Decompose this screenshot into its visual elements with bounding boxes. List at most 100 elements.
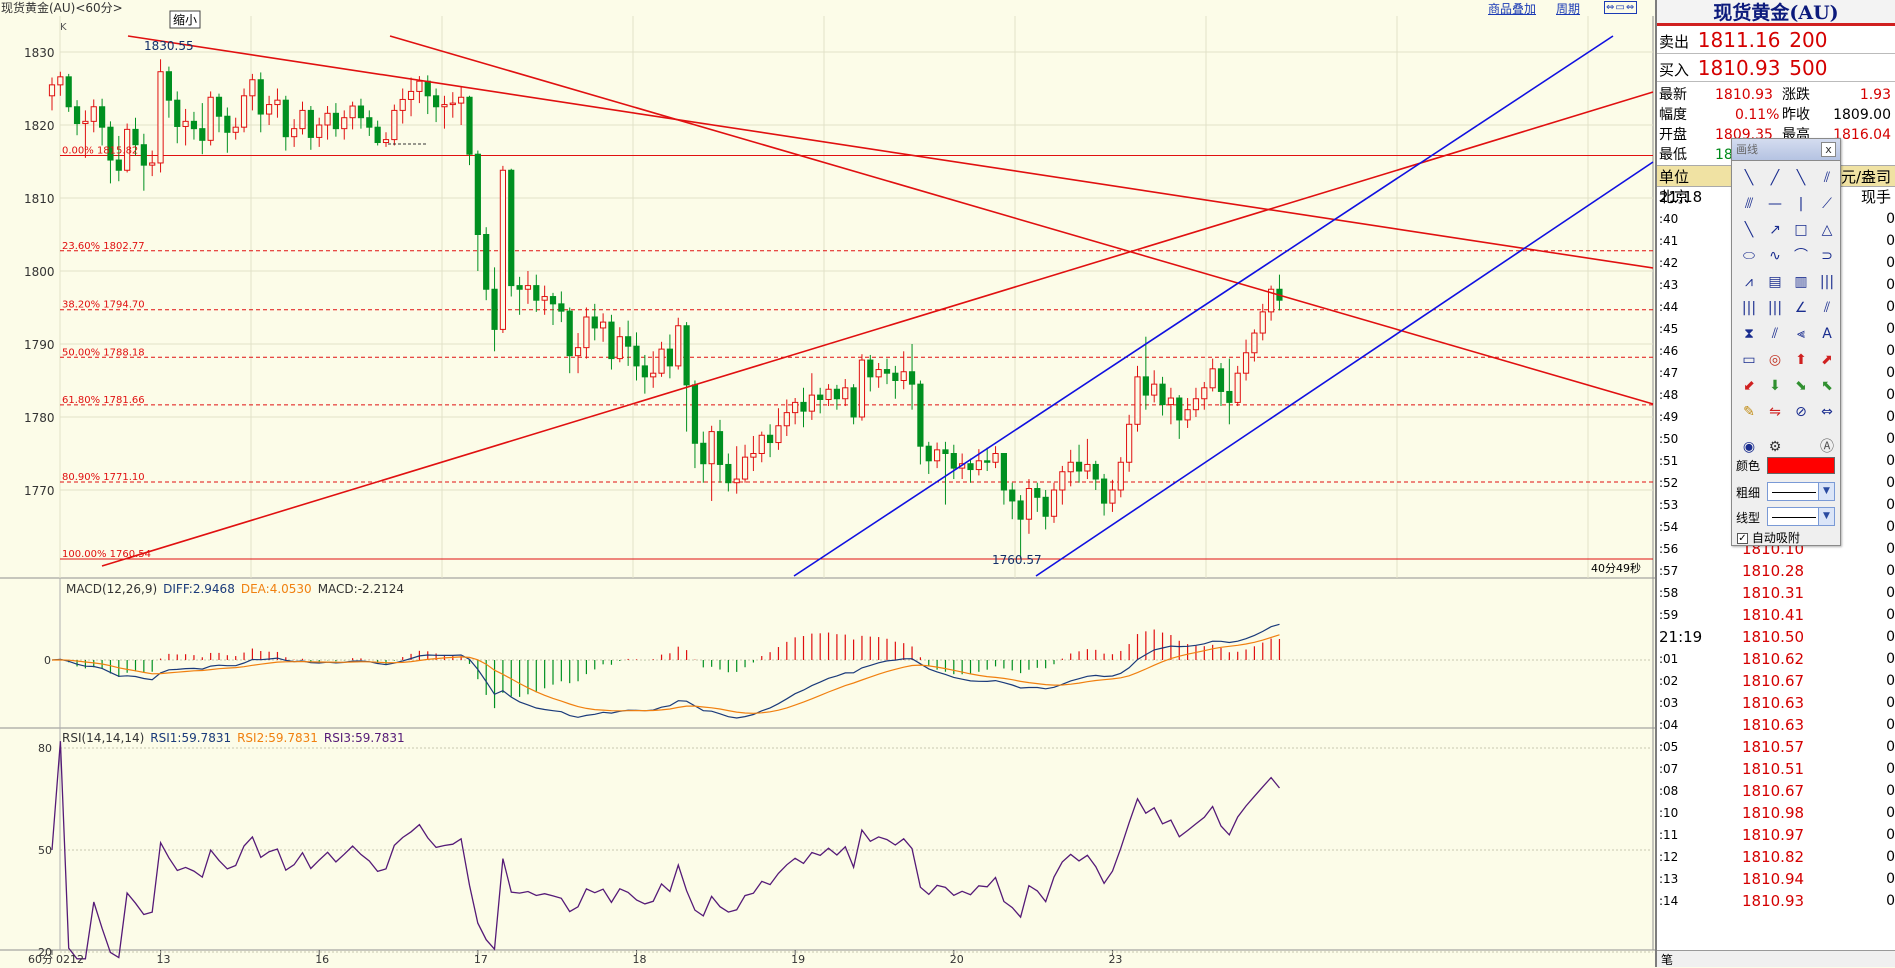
wave-icon[interactable]: ∿ [1769,248,1781,264]
auto-snap-option[interactable]: ✓ 自动吸附 [1737,529,1800,546]
width-label: 粗细 [1736,486,1761,500]
chevron-down-icon[interactable]: ▼ [1818,508,1834,525]
down-arrow-icon[interactable]: ⬇ [1769,378,1781,394]
fib-ext-icon[interactable]: ▥ [1794,274,1808,290]
drawing-tools-panel[interactable]: 画线 x ╲ ╱ ╲ ⫽ ⫻ — | ⟋ ╲ ↗ □ △ ⬭ ∿ ⌒ ⊃ ⩘ ▤ ▥ ||| ||| ||| ∠ ⫽ ⧗ ⫽ ⫷ A ▭… [1731,138,1841,546]
tick-volume: 0 [1886,695,1895,711]
arc-icon[interactable]: ⌒ [1794,248,1808,264]
candle-body [1242,352,1250,374]
candlestick [850,384,857,425]
ellipse-icon[interactable]: ⬭ [1743,248,1755,264]
candle-body [508,169,515,287]
chevron-down-icon[interactable]: ▼ [1818,483,1834,500]
triangle-icon[interactable]: △ [1821,222,1833,238]
drawing-tools-header[interactable]: 画线 x [1732,139,1840,161]
up-left-arrow-icon[interactable]: ⬉ [1821,378,1833,394]
vertical-line-icon[interactable]: | [1798,196,1804,212]
kline-chart-area[interactable]: 现货黄金(AU)<60分> K 缩小 1830 1820 1810 1800 1790 1780… [0,0,1655,967]
fib-time-icon[interactable]: ⧗ [1744,326,1754,342]
candlestick [1192,387,1200,417]
down-left-arrow-icon[interactable]: ⬋ [1743,378,1755,394]
cycle-icon[interactable]: ||| [1767,300,1783,316]
parallel-tool-icon[interactable]: ⫽ [1823,170,1831,186]
ray-tool-icon[interactable]: ╱ [1770,170,1780,186]
close-icon[interactable]: x [1821,142,1836,157]
multi-line-icon[interactable]: ⫻ [1744,196,1754,212]
bottom-label[interactable]: 笔 [1661,953,1674,967]
candlestick [641,354,648,394]
candlestick [758,431,765,463]
grid-icon[interactable]: ||| [1819,274,1835,290]
layout-buttons-icon[interactable]: ⇔▭⇔ [1604,1,1638,14]
candlestick [224,107,231,153]
candlestick [1242,339,1250,381]
candlestick [1059,465,1066,505]
horizontal-line-icon[interactable]: — [1768,196,1782,212]
angle-icon[interactable]: ∠ [1794,300,1808,316]
rectangle-icon[interactable]: □ [1794,222,1808,238]
half-circle-icon[interactable]: ⊃ [1821,248,1833,264]
candlestick [433,88,440,123]
ruler-icon[interactable]: ▭ [1742,352,1756,368]
amp-value: 0.11% [1735,107,1780,123]
width-select[interactable]: ▼ [1767,482,1835,501]
down-right-arrow-icon[interactable]: ⬊ [1795,378,1807,394]
fib-fan-icon[interactable]: ⩘ [1745,274,1753,290]
auto-snap-label: 自动吸附 [1751,531,1800,545]
style-select[interactable]: ▼ [1767,507,1835,526]
hide-icon[interactable]: ⊘ [1795,404,1807,420]
pitchfork-icon[interactable]: ⫽ [1771,326,1779,342]
eye-icon[interactable]: ◉ [1742,439,1756,455]
overlay-link[interactable]: 商品叠加 [1488,2,1537,16]
tick-time: :10 [1659,806,1679,820]
period-link[interactable]: 周期 [1556,2,1581,16]
tick-row: :51 0 [1657,450,1895,472]
candlestick [1167,387,1175,425]
candlestick [574,333,582,374]
fib-retrace-icon[interactable]: ▤ [1768,274,1782,290]
gear-icon[interactable]: ⚙ [1768,439,1782,455]
text-icon[interactable]: A [1822,326,1832,342]
city-label: 北京 [1659,188,1690,206]
candle-body [842,387,849,400]
candlestick [566,307,573,374]
help-icon[interactable]: Ⓐ [1820,439,1834,455]
tick-list[interactable]: 21:18:40 0:41 0:42 0:43 0:44 0:45 0:46 0:47 0:48… [1657,186,1895,912]
candle-body [1050,489,1058,517]
candle-body [616,336,623,360]
segment-tool-icon[interactable]: ╲ [1796,170,1806,186]
angle-line-icon[interactable]: ⟋ [1822,196,1832,212]
tick-row: :13 1810.94 0 [1657,868,1895,890]
line-tool-icon[interactable]: ╲ [1744,170,1754,186]
candle-body [591,316,598,329]
down-ray-icon[interactable]: ╲ [1744,222,1754,238]
kline-chart-canvas[interactable]: 现货黄金(AU)<60分>K缩小183018201810180017901780… [0,0,1655,967]
checkbox-icon[interactable]: ✓ [1737,533,1748,544]
candle-body [1259,311,1266,334]
color-swatch[interactable] [1767,457,1835,474]
candlestick [190,111,198,140]
gann-icon[interactable]: ||| [1741,300,1757,316]
candlestick [1234,365,1241,407]
candlestick [950,444,957,480]
buy-sell-icon[interactable]: ⇋ [1769,404,1781,420]
speed-line-icon[interactable]: ⫽ [1823,300,1831,316]
candle-body [942,449,949,455]
candlestick [842,379,849,407]
tick-volume: 0 [1886,893,1895,909]
target-icon[interactable]: ◎ [1768,352,1782,368]
up-arrow-icon[interactable]: ⬆ [1795,352,1807,368]
tick-volume: 0 [1886,211,1895,227]
restore-icon[interactable]: ⇔ [1821,404,1833,420]
candlestick [516,276,523,315]
blank-icon[interactable] [1788,425,1814,451]
up-arrow-line-icon[interactable]: ↗ [1769,222,1781,238]
candlestick [1151,370,1158,403]
up-right-arrow-icon[interactable]: ⬈ [1821,352,1833,368]
tick-time: :40 [1659,212,1679,226]
tick-row: :47 0 [1657,362,1895,384]
stat-line-icon[interactable]: ⫷ [1797,326,1805,342]
pencil-icon[interactable]: ✎ [1743,404,1755,420]
fib-level-label: 61.80% 1781.66 [62,395,145,406]
candle-body [758,434,765,454]
